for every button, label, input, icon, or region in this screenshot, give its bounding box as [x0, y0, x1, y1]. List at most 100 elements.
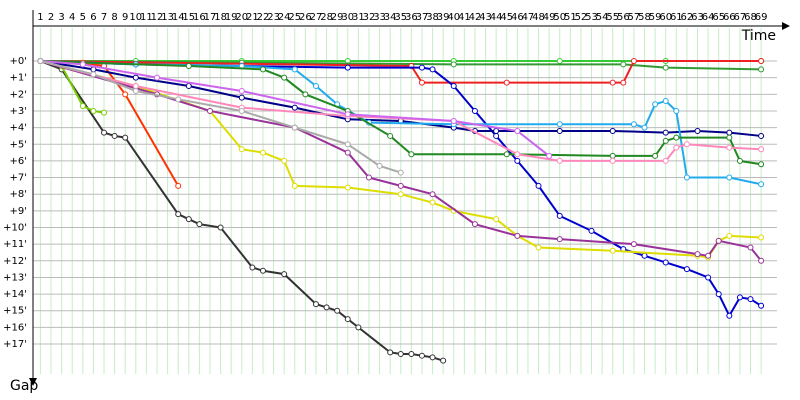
- x-tick-label: 9: [122, 12, 128, 23]
- x-tick-label: 39: [437, 12, 450, 23]
- x-tick-label: 34: [384, 12, 397, 23]
- x-tick-label: 7: [101, 12, 107, 23]
- point: [620, 79, 627, 86]
- point: [673, 144, 680, 151]
- x-tick-label: 3: [58, 12, 64, 23]
- point: [238, 94, 245, 101]
- point: [387, 132, 394, 139]
- point: [376, 162, 383, 169]
- point: [556, 121, 563, 128]
- point: [450, 61, 457, 68]
- point: [132, 82, 139, 89]
- x-tick-label: 50: [553, 12, 566, 23]
- x-tick-label: 53: [585, 12, 598, 23]
- point: [630, 241, 637, 248]
- point: [556, 212, 563, 219]
- x-tick-label: 66: [723, 12, 736, 23]
- x-tick-label: 63: [691, 12, 704, 23]
- x-tick-label: 4: [69, 12, 75, 23]
- y-tick-label: +4': [10, 123, 28, 134]
- x-axis-arrow: [782, 22, 790, 30]
- point: [726, 232, 733, 239]
- y-tick-label: +0': [10, 56, 28, 67]
- x-tick-label: 35: [394, 12, 407, 23]
- point: [238, 146, 245, 153]
- point: [556, 58, 563, 65]
- x-tick-label: 33: [373, 12, 386, 23]
- x-tick-label: 58: [638, 12, 651, 23]
- y-tick-label: +6': [10, 156, 28, 167]
- x-tick-label: 38: [426, 12, 439, 23]
- point: [344, 111, 351, 118]
- x-tick-label: 60: [659, 12, 672, 23]
- y-axis-arrow: [29, 378, 37, 386]
- point: [736, 157, 743, 164]
- point: [758, 66, 765, 73]
- point: [471, 221, 478, 228]
- point: [132, 74, 139, 81]
- point: [662, 129, 669, 136]
- point: [715, 237, 722, 244]
- point: [37, 58, 44, 65]
- x-tick-label: 57: [628, 12, 641, 23]
- point: [662, 64, 669, 71]
- y-tick-label: +5': [10, 139, 28, 150]
- point: [132, 87, 139, 94]
- point: [736, 294, 743, 301]
- x-tick-label: 68: [744, 12, 757, 23]
- point: [715, 291, 722, 298]
- point: [175, 182, 182, 189]
- x-tick-label: 59: [649, 12, 662, 23]
- point: [249, 264, 256, 271]
- point: [493, 216, 500, 223]
- x-tick-label: 15: [182, 12, 195, 23]
- point: [323, 304, 330, 311]
- x-tick-label: 62: [681, 12, 694, 23]
- point: [175, 96, 182, 103]
- point: [111, 132, 118, 139]
- point: [344, 316, 351, 323]
- x-tick-label: 51: [564, 12, 577, 23]
- point: [758, 146, 765, 153]
- y-tick-label: +16': [3, 322, 27, 333]
- point: [408, 151, 415, 158]
- x-tick-label: 46: [511, 12, 524, 23]
- point: [662, 259, 669, 266]
- point: [101, 129, 108, 136]
- point: [758, 181, 765, 188]
- point: [90, 71, 97, 78]
- x-tick-label: 27: [310, 12, 323, 23]
- x-tick-label: 37: [416, 12, 429, 23]
- x-tick-label: 54: [596, 12, 609, 23]
- x-tick-label: 16: [193, 12, 206, 23]
- x-tick-label: 31: [352, 12, 365, 23]
- x-tick-label: 55: [606, 12, 619, 23]
- point: [683, 174, 690, 181]
- point: [238, 107, 245, 114]
- x-tick-label: 14: [172, 12, 185, 23]
- point: [758, 302, 765, 309]
- point: [79, 102, 86, 109]
- point: [662, 97, 669, 104]
- x-tick-label: 49: [543, 12, 556, 23]
- x-tick-label: 10: [129, 12, 142, 23]
- x-tick-label: 24: [278, 12, 291, 23]
- x-tick-label: 29: [331, 12, 344, 23]
- point: [259, 66, 266, 73]
- y-tick-label: +15': [3, 306, 27, 317]
- point: [609, 247, 616, 254]
- x-tick-label: 28: [320, 12, 333, 23]
- y-tick-label: +1': [10, 73, 28, 84]
- point: [556, 236, 563, 243]
- point: [90, 107, 97, 114]
- point: [365, 174, 372, 181]
- point: [418, 79, 425, 86]
- point: [185, 216, 192, 223]
- point: [101, 109, 108, 116]
- point: [122, 91, 129, 98]
- point: [747, 296, 754, 303]
- x-tick-label: 64: [702, 12, 715, 23]
- point: [291, 66, 298, 73]
- point: [514, 151, 521, 158]
- x-tick-label: 41: [458, 12, 471, 23]
